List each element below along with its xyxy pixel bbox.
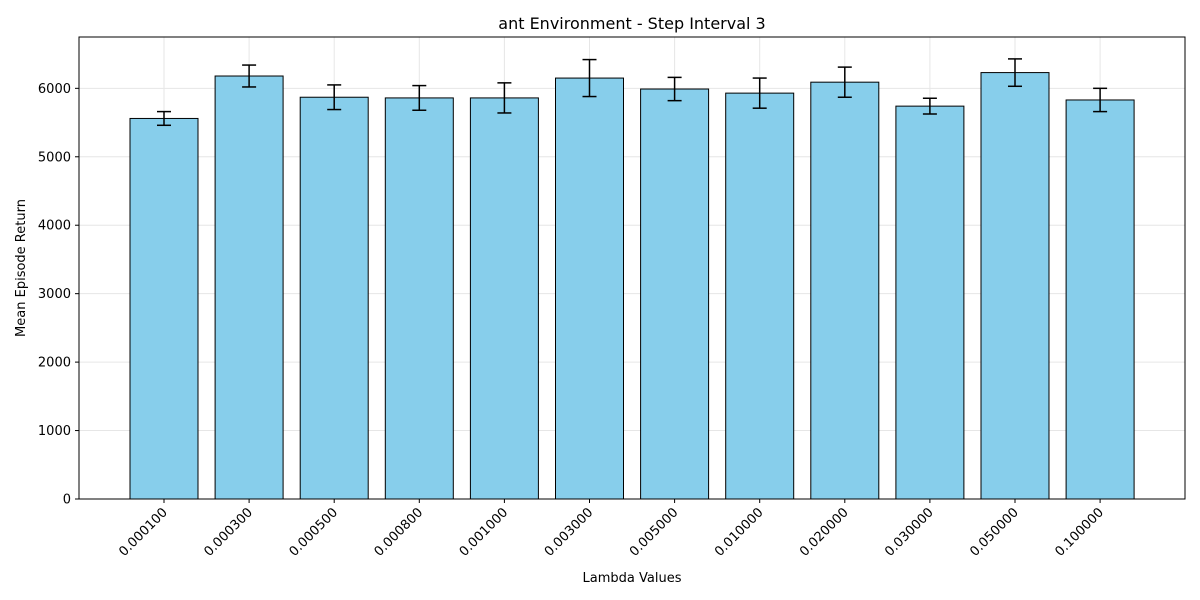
bars: [129, 72, 1135, 500]
bar: [469, 97, 539, 500]
y-tick-label: 5000: [38, 150, 71, 165]
y-axis: 0 1000 2000 3000 4000 5000 6000: [38, 82, 79, 508]
bar: [555, 77, 624, 500]
y-tick-label: 0: [63, 493, 71, 508]
x-tick-label: 0.000300: [201, 505, 255, 559]
x-tick-label: 0.050000: [967, 505, 1021, 559]
y-tick-label: 6000: [38, 82, 71, 97]
x-axis: 0.000100 0.000300 0.000500 0.000800 0.001000…: [116, 499, 1107, 560]
error-bar: [752, 77, 767, 109]
error-bar: [1093, 87, 1108, 113]
x-tick-label: 0.000800: [372, 505, 426, 559]
x-tick-label: 0.001000: [457, 505, 511, 559]
bar: [810, 81, 880, 500]
error-bars: [157, 58, 1108, 127]
error-bar: [412, 84, 427, 111]
x-tick-label: 0.100000: [1052, 505, 1106, 559]
error-bar: [327, 84, 342, 111]
plot-frame: [78, 36, 1186, 500]
error-bar: [582, 58, 597, 98]
bar: [129, 117, 199, 500]
error-bar: [667, 76, 682, 102]
bar: [1065, 99, 1135, 500]
y-axis-label: Mean Episode Return: [14, 199, 29, 337]
y-tick-label: 3000: [38, 287, 71, 302]
x-tick-label: 0.010000: [712, 505, 766, 559]
error-bar: [1008, 58, 1022, 88]
error-bar: [497, 82, 512, 114]
bar: [980, 72, 1050, 500]
error-bar: [837, 66, 852, 98]
error-bar: [242, 64, 257, 88]
bar: [384, 97, 454, 500]
error-bar: [157, 110, 171, 127]
x-tick-label: 0.000500: [287, 505, 341, 559]
x-tick-label: 0.005000: [627, 505, 681, 559]
error-bar: [922, 97, 937, 115]
x-tick-label: 0.030000: [882, 505, 936, 559]
bar: [725, 92, 795, 500]
bar: [214, 75, 284, 500]
x-axis-label: Lambda Values: [583, 571, 682, 586]
bar: [895, 105, 965, 500]
chart-title: ant Environment - Step Interval 3: [498, 14, 765, 33]
x-tick-label: 0.020000: [797, 505, 851, 559]
x-tick-label: 0.003000: [542, 505, 596, 559]
y-tick-label: 4000: [38, 219, 71, 234]
bar: [640, 88, 710, 500]
bar: [299, 96, 369, 500]
y-tick-label: 2000: [38, 356, 71, 371]
y-tick-label: 1000: [38, 424, 71, 439]
x-tick-label: 0.000100: [116, 505, 170, 559]
